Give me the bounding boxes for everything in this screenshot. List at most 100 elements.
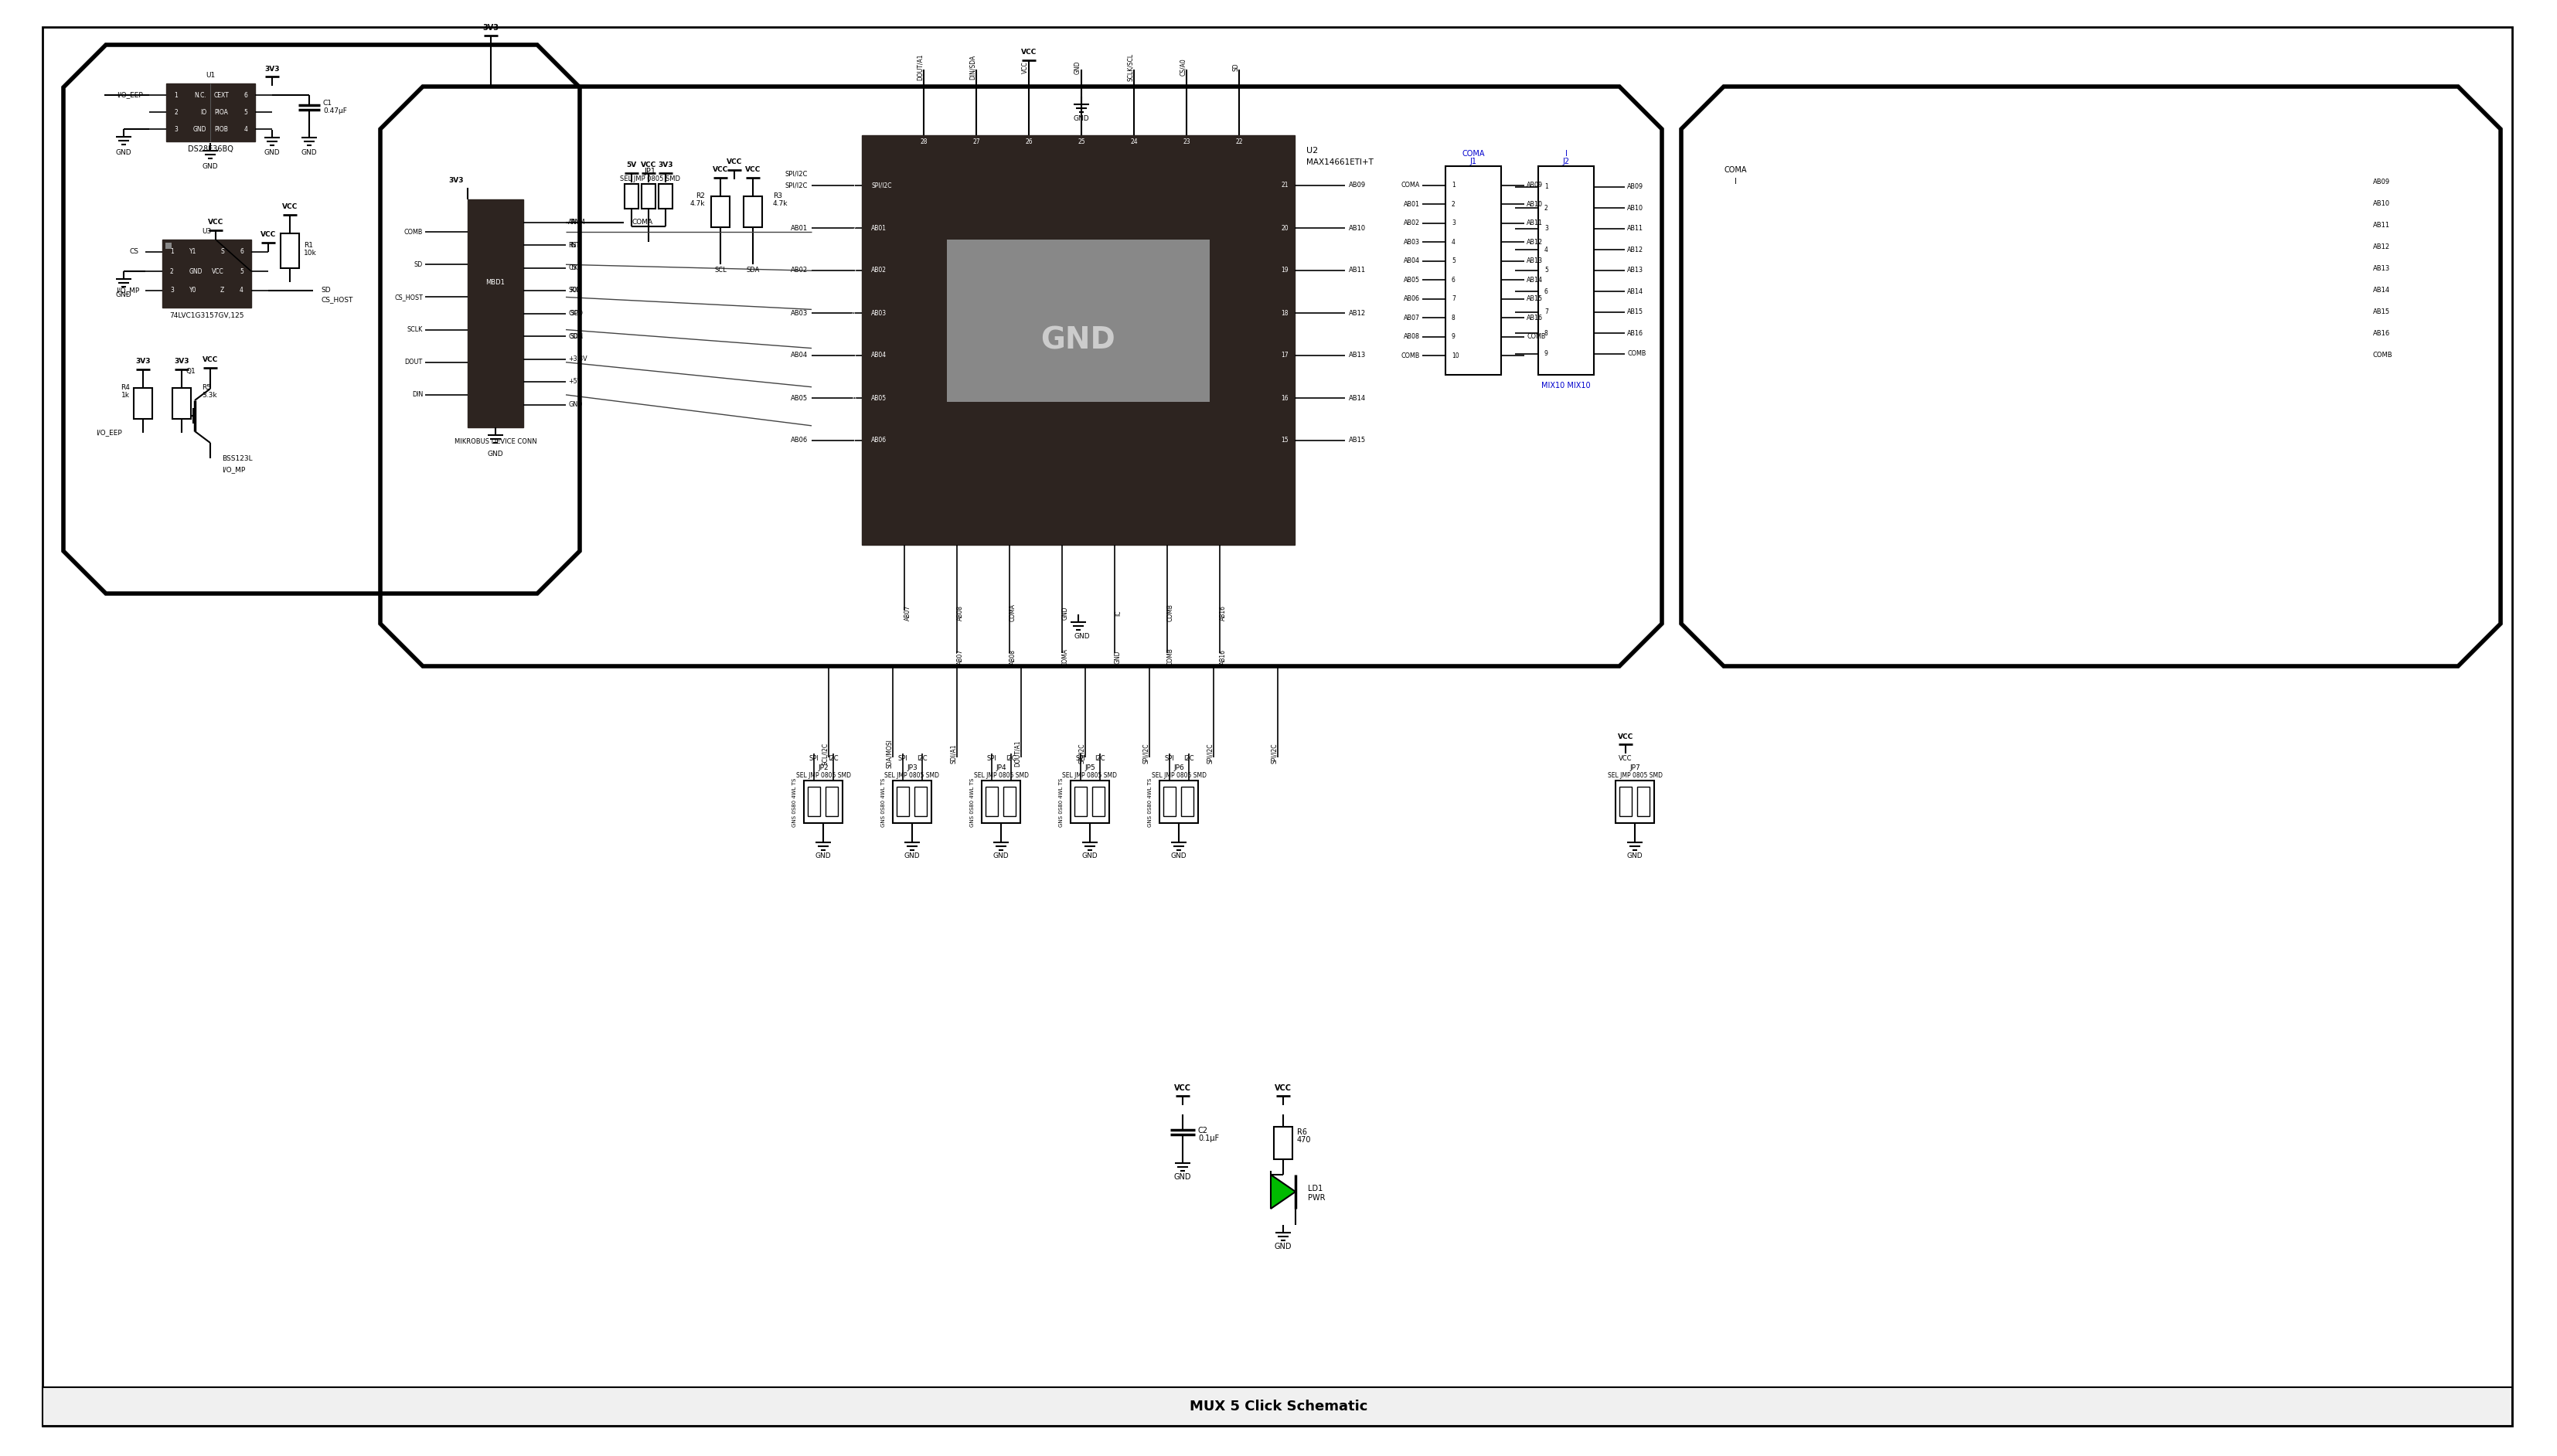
Text: SCL/I2C: SCL/I2C	[821, 743, 828, 764]
Text: AB03: AB03	[790, 310, 808, 316]
Text: GND: GND	[189, 268, 202, 275]
Text: 9: 9	[1452, 333, 1455, 341]
Text: S: S	[220, 249, 225, 255]
Text: GND: GND	[1074, 632, 1089, 639]
Bar	[1002, 786, 1015, 817]
Text: AB14: AB14	[1527, 277, 1542, 284]
Text: SD: SD	[1232, 63, 1240, 71]
Text: VCC: VCC	[744, 166, 759, 173]
Text: 6: 6	[243, 92, 248, 99]
Text: GNS 0S80 4WL TS: GNS 0S80 4WL TS	[793, 778, 798, 827]
Text: GND: GND	[192, 125, 207, 132]
Bar	[808, 786, 821, 817]
Text: GNS 0S80 4WL TS: GNS 0S80 4WL TS	[882, 778, 885, 827]
Text: 3V3: 3V3	[263, 66, 279, 73]
Text: 21: 21	[1281, 182, 1289, 189]
Text: JP2: JP2	[818, 764, 828, 772]
Text: AB10: AB10	[1626, 204, 1644, 211]
Text: J2: J2	[1562, 157, 1570, 166]
Text: GND: GND	[263, 150, 281, 156]
Text: AB04: AB04	[790, 352, 808, 360]
Text: AB01: AB01	[872, 224, 887, 232]
Text: 17: 17	[1281, 352, 1289, 360]
Text: COMB: COMB	[404, 229, 422, 236]
Text: JP7: JP7	[1629, 764, 1639, 772]
Text: GNS 0S80 4WL TS: GNS 0S80 4WL TS	[969, 778, 974, 827]
Text: VCC: VCC	[642, 162, 657, 169]
Bar	[1636, 786, 1649, 817]
Text: 5: 5	[1452, 258, 1455, 265]
Text: 4: 4	[1544, 246, 1547, 253]
Text: 7: 7	[1544, 309, 1547, 316]
Text: I/O_EEP: I/O_EEP	[97, 430, 123, 437]
Text: 3V3: 3V3	[447, 176, 463, 183]
Bar	[281, 233, 299, 268]
Text: R2: R2	[696, 192, 706, 199]
Text: DOUT/A1: DOUT/A1	[918, 54, 923, 80]
Text: 3: 3	[171, 287, 174, 294]
Text: 4: 4	[851, 310, 857, 316]
Text: AB09: AB09	[1350, 182, 1365, 189]
Text: 3V3: 3V3	[136, 358, 151, 365]
Text: GND: GND	[488, 451, 504, 457]
Text: AB03: AB03	[1404, 239, 1419, 246]
Text: AB11: AB11	[1350, 266, 1365, 274]
Text: I2C: I2C	[918, 756, 928, 763]
Text: MBD1: MBD1	[486, 278, 506, 285]
Text: GND: GND	[1082, 853, 1097, 859]
Text: AB03: AB03	[872, 310, 887, 316]
Text: 0.1µF: 0.1µF	[1199, 1134, 1220, 1143]
Text: U2: U2	[1307, 147, 1317, 154]
Text: AB12: AB12	[1350, 310, 1365, 316]
Text: SPI/I2C: SPI/I2C	[872, 182, 892, 189]
Text: AB05: AB05	[872, 395, 887, 402]
Text: SDA/MOSI: SDA/MOSI	[885, 738, 892, 769]
Text: SDA: SDA	[570, 333, 583, 339]
Text: JP3: JP3	[908, 764, 918, 772]
Text: COMB: COMB	[1166, 648, 1174, 665]
Text: 6: 6	[1452, 277, 1455, 284]
Text: I/O_MP: I/O_MP	[222, 466, 245, 473]
Text: AB02: AB02	[1404, 220, 1419, 227]
Text: VCC: VCC	[1023, 61, 1028, 73]
Text: AB12: AB12	[1626, 246, 1644, 253]
Text: AB08: AB08	[956, 606, 964, 620]
Text: AB06: AB06	[1404, 296, 1419, 303]
Text: MAX14661ETI+T: MAX14661ETI+T	[1307, 159, 1373, 166]
Text: 470: 470	[1296, 1136, 1312, 1144]
Text: CS: CS	[568, 265, 575, 271]
Text: 10: 10	[1452, 352, 1460, 360]
Text: 2: 2	[171, 268, 174, 275]
Bar	[1273, 1127, 1291, 1159]
Text: 19: 19	[1281, 266, 1289, 274]
Text: SCLK: SCLK	[407, 326, 422, 333]
Text: AB09: AB09	[2373, 178, 2391, 185]
Text: SEL JMP 0805 SMD: SEL JMP 0805 SMD	[1608, 773, 1662, 779]
Text: 16: 16	[1281, 395, 1289, 402]
Text: VCC: VCC	[212, 268, 225, 275]
Text: AB09: AB09	[1527, 182, 1542, 189]
Bar	[166, 83, 256, 141]
Text: 2: 2	[1544, 204, 1547, 211]
Text: SCL: SCL	[713, 266, 726, 274]
Text: GND: GND	[1074, 115, 1089, 122]
Text: SPI/I2C: SPI/I2C	[785, 182, 808, 189]
Text: AB01: AB01	[1404, 201, 1419, 208]
Text: I2C: I2C	[1005, 756, 1015, 763]
Text: CS_HOST: CS_HOST	[320, 297, 353, 303]
Bar	[1074, 786, 1087, 817]
Text: 8: 8	[1452, 314, 1455, 322]
Text: N.C.: N.C.	[194, 92, 207, 99]
Bar	[711, 197, 729, 227]
Text: 3: 3	[1452, 220, 1455, 227]
Text: LD1: LD1	[1307, 1185, 1322, 1192]
Bar	[161, 240, 251, 307]
Text: GND: GND	[816, 853, 831, 859]
Text: R6: R6	[1296, 1128, 1307, 1136]
Text: VCC: VCC	[1619, 756, 1631, 763]
Text: COMA: COMA	[1401, 182, 1419, 189]
Text: 18: 18	[1281, 310, 1289, 316]
Text: VCC: VCC	[207, 218, 222, 226]
Text: SEL JMP 0805 SMD: SEL JMP 0805 SMD	[1151, 773, 1207, 779]
Text: U3: U3	[202, 229, 212, 236]
